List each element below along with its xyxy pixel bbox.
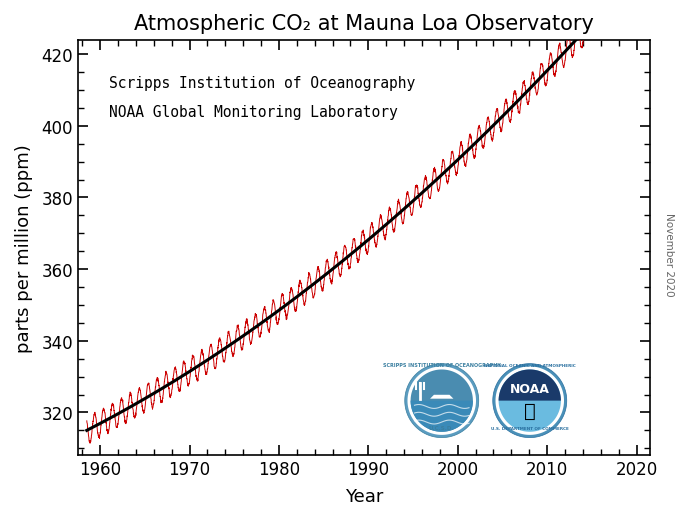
- Text: SCRIPPS INSTITUTION OF OCEANOGRAPHY: SCRIPPS INSTITUTION OF OCEANOGRAPHY: [383, 362, 501, 367]
- Title: Atmospheric CO₂ at Mauna Loa Observatory: Atmospheric CO₂ at Mauna Loa Observatory: [134, 14, 594, 34]
- Text: NOAA Global Monitoring Laboratory: NOAA Global Monitoring Laboratory: [109, 105, 398, 120]
- Text: Scripps Institution of Oceanography: Scripps Institution of Oceanography: [109, 76, 416, 91]
- Polygon shape: [498, 370, 561, 401]
- Text: NOAA: NOAA: [510, 383, 550, 395]
- Polygon shape: [493, 364, 567, 438]
- Polygon shape: [408, 366, 476, 435]
- Polygon shape: [499, 370, 561, 432]
- X-axis label: Year: Year: [345, 487, 383, 504]
- Text: U.S. DEPARTMENT OF COMMERCE: U.S. DEPARTMENT OF COMMERCE: [491, 426, 569, 430]
- Polygon shape: [496, 366, 564, 435]
- Text: NATIONAL OCEANIC AND ATMOSPHERIC: NATIONAL OCEANIC AND ATMOSPHERIC: [484, 363, 575, 367]
- Text: 🐦: 🐦: [524, 401, 536, 420]
- Text: November 2020: November 2020: [663, 213, 674, 296]
- Text: U.C.S.D.: U.C.S.D.: [429, 426, 454, 431]
- Polygon shape: [411, 370, 473, 432]
- Polygon shape: [405, 364, 479, 438]
- Y-axis label: parts per million (ppm): parts per million (ppm): [15, 144, 33, 352]
- Polygon shape: [430, 395, 454, 399]
- Polygon shape: [410, 401, 473, 432]
